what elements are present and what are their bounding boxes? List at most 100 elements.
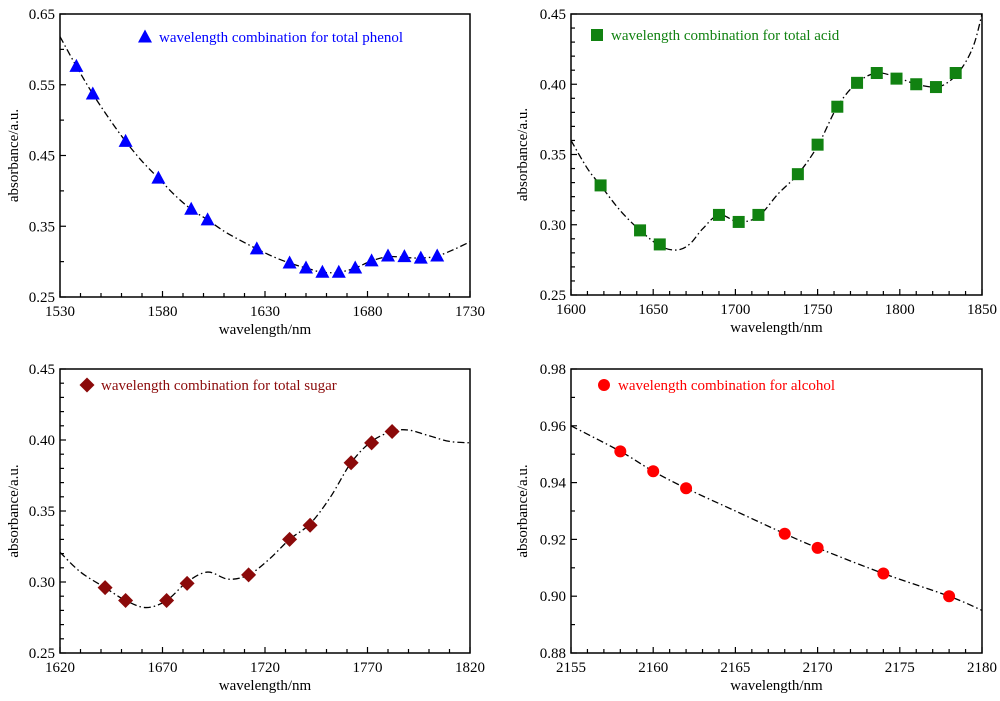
data-point xyxy=(811,138,824,151)
y-axis-title: absorbance/a.u. xyxy=(515,108,531,201)
data-point xyxy=(299,260,313,274)
x-tick-label: 2175 xyxy=(885,660,915,676)
data-point xyxy=(614,445,627,458)
data-point xyxy=(594,179,607,192)
x-tick-label: 2160 xyxy=(638,660,668,676)
y-tick-label: 0.25 xyxy=(29,646,55,662)
panel-total-phenol: 1530 1580 1630 1680 1730 0.25 0.35 0.45 0.55 0.65… xyxy=(6,7,485,338)
data-point xyxy=(69,58,84,72)
x-tick-label: 1800 xyxy=(885,302,915,318)
x-tick-label: 1600 xyxy=(556,302,586,318)
data-point xyxy=(890,72,903,85)
data-point xyxy=(778,527,791,540)
x-tick-label: 1530 xyxy=(45,304,75,320)
panel-alcohol: 2155 2160 2165 2170 2175 2180 0.88 0.90 0.92 0.94… xyxy=(515,362,997,694)
data-point xyxy=(184,201,199,215)
y-tick-label: 0.35 xyxy=(540,148,566,164)
legend-label: wavelength combination for alcohol xyxy=(618,378,835,394)
data-point xyxy=(364,435,380,451)
data-point xyxy=(384,423,400,439)
data-point xyxy=(397,249,412,263)
data-point xyxy=(282,255,297,269)
legend-marker xyxy=(598,379,610,391)
data-point xyxy=(241,567,257,583)
legend-marker xyxy=(591,29,603,41)
legend: wavelength combination for alcohol xyxy=(598,378,835,394)
spectrum-curve xyxy=(571,425,982,611)
y-tick-label: 0.40 xyxy=(540,77,566,93)
x-tick-label: 1850 xyxy=(967,302,997,318)
x-tick-label: 1770 xyxy=(353,660,383,676)
y-tick-label: 0.25 xyxy=(29,290,55,306)
legend-label: wavelength combination for total phenol xyxy=(159,30,403,46)
panel-total-sugar: 1620 1670 1720 1770 1820 0.25 0.30 0.35 0.40 0.45… xyxy=(6,362,485,694)
data-point xyxy=(851,76,864,89)
data-point xyxy=(943,590,956,603)
plot-frame xyxy=(570,368,983,654)
y-tick-label: 0.55 xyxy=(29,78,55,94)
plot-frame xyxy=(59,13,471,298)
x-tick-label: 1580 xyxy=(148,304,178,320)
y-tick-label: 0.45 xyxy=(29,149,55,165)
y-axis-title: absorbance/a.u. xyxy=(515,464,531,557)
data-point xyxy=(634,224,647,237)
x-axis-title: wavelength/nm xyxy=(730,320,823,336)
x-tick-label: 1820 xyxy=(455,660,485,676)
data-point xyxy=(647,465,660,478)
plot-frame xyxy=(570,13,983,296)
y-tick-label: 0.92 xyxy=(540,532,566,548)
data-point xyxy=(348,260,363,274)
spectrum-curve xyxy=(60,429,470,609)
data-point xyxy=(364,253,379,267)
y-tick-label: 0.30 xyxy=(29,575,55,591)
spectrum-curve xyxy=(571,14,982,251)
data-point xyxy=(343,455,359,471)
data-point xyxy=(752,208,765,221)
data-point xyxy=(249,241,264,255)
x-axis-title: wavelength/nm xyxy=(219,322,312,338)
x-tick-label: 2180 xyxy=(967,660,997,676)
plot-frame xyxy=(59,368,471,654)
y-tick-label: 0.45 xyxy=(29,362,55,378)
y-tick-label: 0.30 xyxy=(540,218,566,234)
legend-label: wavelength combination for total acid xyxy=(611,28,840,44)
data-point xyxy=(831,100,844,113)
y-tick-label: 0.88 xyxy=(540,646,566,662)
data-point xyxy=(870,67,883,80)
legend: wavelength combination for total phenol xyxy=(138,29,403,46)
x-tick-label: 2165 xyxy=(720,660,750,676)
legend: wavelength combination for total sugar xyxy=(79,377,337,394)
y-tick-label: 0.35 xyxy=(29,504,55,520)
x-tick-label: 1730 xyxy=(455,304,485,320)
x-tick-label: 1680 xyxy=(353,304,383,320)
x-tick-label: 2170 xyxy=(803,660,833,676)
data-point xyxy=(791,168,804,181)
y-tick-label: 0.45 xyxy=(540,7,566,23)
data-point xyxy=(910,78,923,91)
data-point xyxy=(430,248,445,262)
y-tick-label: 0.94 xyxy=(540,476,567,492)
data-point xyxy=(712,208,725,221)
y-tick-label: 0.90 xyxy=(540,589,566,605)
data-point xyxy=(949,67,962,80)
x-tick-label: 2155 xyxy=(556,660,586,676)
y-tick-label: 0.40 xyxy=(29,433,55,449)
data-point xyxy=(877,567,890,580)
data-point xyxy=(302,517,318,533)
data-point xyxy=(200,212,215,226)
legend-marker xyxy=(79,377,95,393)
data-point xyxy=(159,592,175,608)
y-tick-label: 0.25 xyxy=(540,288,566,304)
data-point xyxy=(413,250,428,264)
legend-label: wavelength combination for total sugar xyxy=(101,378,337,394)
data-point xyxy=(811,541,824,554)
x-axis-title: wavelength/nm xyxy=(219,678,312,694)
data-point xyxy=(282,531,298,547)
data-point xyxy=(118,592,134,608)
y-axis-title: absorbance/a.u. xyxy=(6,464,22,557)
x-tick-label: 1720 xyxy=(250,660,280,676)
legend-marker xyxy=(138,29,152,43)
y-tick-label: 0.96 xyxy=(540,419,567,435)
data-point xyxy=(653,238,666,251)
